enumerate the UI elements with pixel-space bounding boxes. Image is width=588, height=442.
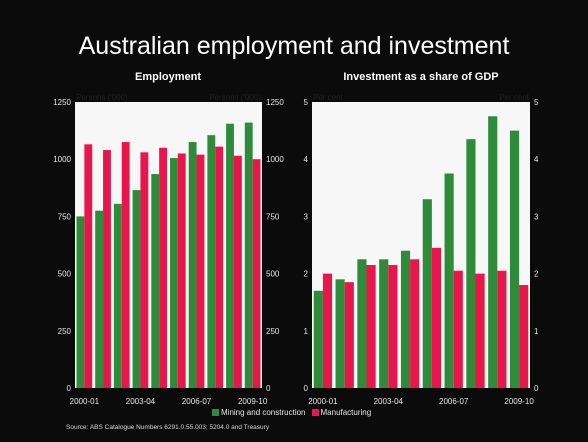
ylabel-left-1: Per cent	[313, 93, 344, 102]
xtick-0-2: 2006-07	[182, 397, 212, 406]
legend-label-manufacturing: Manufacturing	[320, 408, 372, 417]
bar-0-1-9	[252, 159, 261, 388]
ytick-left-0-2: 500	[58, 270, 72, 279]
ytick-right-1-0: 0	[534, 384, 539, 393]
ytick-right-0-1: 250	[266, 327, 280, 336]
ylabel-right-0: Persons ('000)	[209, 93, 261, 102]
xtick-1-3: 2009-10	[504, 397, 534, 406]
bar-0-1-2	[121, 142, 130, 388]
legend-item-mining: Mining and construction	[212, 408, 306, 417]
xtick-0-0: 2000-01	[70, 397, 100, 406]
bar-0-1-1	[103, 150, 111, 388]
bar-1-0-8	[488, 116, 498, 389]
ytick-left-0-1: 250	[58, 327, 72, 336]
bar-0-0-3	[132, 190, 141, 388]
ylabel-right-1: Per cent	[499, 93, 530, 102]
ytick-right-0-2: 500	[266, 270, 280, 279]
bar-1-1-4	[410, 259, 420, 388]
xtick-1-0: 2000-01	[308, 397, 338, 406]
bar-0-1-3	[140, 152, 149, 388]
bar-1-0-1	[335, 279, 345, 388]
bar-0-0-7	[207, 135, 216, 388]
bar-0-1-5	[177, 153, 186, 388]
ytick-left-0-4: 1000	[53, 155, 71, 164]
xtick-1-1: 2003-04	[374, 397, 404, 406]
bar-1-1-5	[431, 247, 442, 388]
bar-0-1-0	[84, 144, 93, 388]
chart-title-0: Employment	[135, 71, 201, 83]
ytick-right-1-5: 5	[534, 98, 539, 107]
xtick-0-3: 2009-10	[238, 397, 268, 406]
bar-1-1-6	[453, 270, 463, 388]
bar-0-0-5	[169, 158, 178, 388]
bar-1-1-9	[519, 285, 529, 388]
bar-1-0-0	[313, 290, 323, 388]
bar-0-0-9	[244, 122, 253, 388]
chart-title-1: Investment as a share of GDP	[343, 71, 498, 83]
bar-0-1-8	[233, 155, 242, 388]
legend-item-manufacturing: Manufacturing	[311, 408, 372, 417]
ytick-left-1-0: 0	[304, 384, 309, 393]
ytick-right-1-2: 2	[534, 270, 539, 279]
bar-0-0-6	[188, 142, 197, 388]
ytick-right-0-4: 1000	[266, 155, 284, 164]
ytick-left-1-3: 3	[304, 212, 309, 221]
legend: Mining and construction Manufacturing	[212, 408, 371, 417]
bar-0-0-8	[226, 123, 234, 389]
legend-swatch-manufacturing	[311, 409, 319, 416]
bar-1-0-3	[379, 259, 389, 388]
bar-1-1-0	[322, 273, 333, 388]
bar-1-0-9	[509, 130, 520, 388]
bar-1-1-3	[388, 265, 398, 388]
bar-1-0-6	[444, 173, 454, 388]
legend-swatch-mining	[212, 409, 219, 416]
bar-0-0-0	[76, 216, 85, 388]
ytick-right-0-3: 750	[266, 212, 280, 221]
bar-0-1-7	[215, 146, 224, 388]
bar-1-0-4	[400, 250, 411, 388]
source-note: Source: ABS Catalogue Numbers 6291.0.55.…	[66, 424, 270, 431]
bar-1-1-8	[497, 270, 507, 388]
bar-1-0-7	[466, 139, 476, 388]
ytick-right-1-1: 1	[534, 327, 539, 336]
ytick-right-0-5: 1250	[266, 98, 284, 107]
ytick-left-0-0: 0	[67, 384, 72, 393]
bar-1-0-5	[422, 199, 432, 388]
bar-0-0-2	[113, 203, 122, 388]
ytick-right-1-4: 4	[534, 155, 539, 164]
ytick-right-0-0: 0	[266, 384, 271, 393]
bar-1-1-1	[344, 282, 354, 388]
bar-0-1-6	[196, 154, 205, 388]
legend-label-mining: Mining and construction	[221, 408, 306, 417]
xtick-1-2: 2006-07	[439, 397, 469, 406]
ytick-left-0-5: 1250	[53, 98, 71, 107]
ytick-left-1-1: 1	[304, 327, 309, 336]
bar-1-1-7	[475, 273, 485, 388]
ytick-right-1-3: 3	[534, 212, 539, 221]
bar-0-0-4	[151, 174, 160, 388]
ytick-left-1-5: 5	[304, 98, 309, 107]
bar-0-1-4	[159, 147, 168, 388]
ytick-left-1-4: 4	[304, 155, 309, 164]
slide-title: Australian employment and investment	[78, 32, 510, 60]
bar-0-0-1	[95, 210, 104, 388]
ylabel-left-0: Persons ('000)	[76, 93, 128, 102]
bar-1-0-2	[357, 259, 367, 388]
ytick-left-1-2: 2	[304, 270, 309, 279]
ytick-left-0-3: 750	[58, 212, 72, 221]
xtick-0-1: 2003-04	[126, 397, 156, 406]
bar-1-1-2	[366, 265, 376, 388]
